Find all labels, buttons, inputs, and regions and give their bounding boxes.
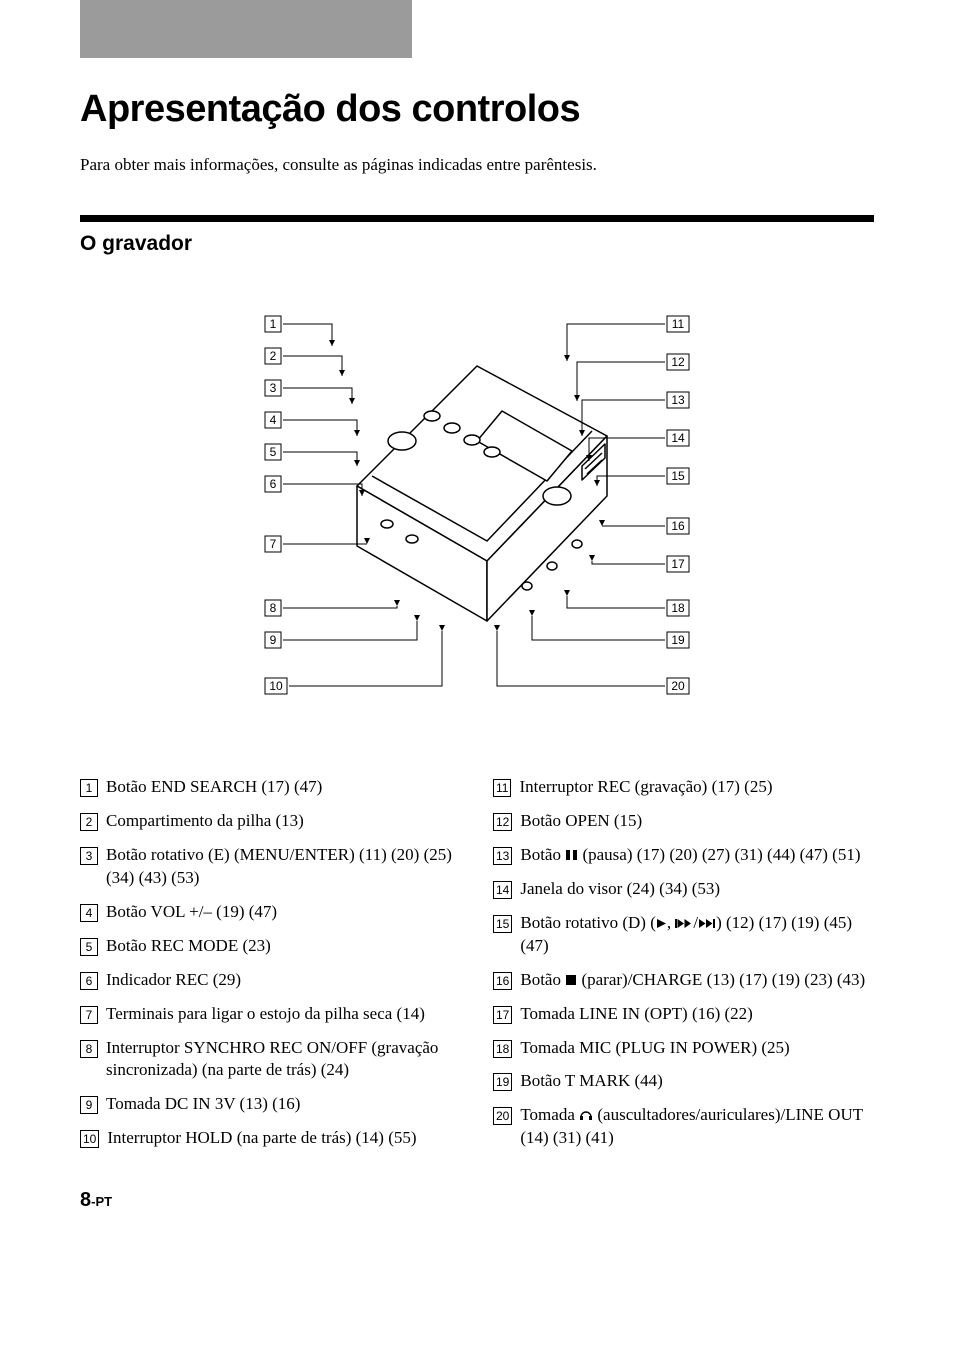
svg-text:19: 19 <box>671 633 685 647</box>
svg-text:16: 16 <box>671 519 685 533</box>
legend-item: 17 Tomada LINE IN (OPT) (16) (22) <box>493 1003 874 1026</box>
legend-text: Tomada MIC (PLUG IN POWER) (25) <box>520 1037 874 1060</box>
callout-number-box: 7 <box>80 1006 98 1024</box>
page-number-value: 8 <box>80 1189 91 1211</box>
legend-item: 18 Tomada MIC (PLUG IN POWER) (25) <box>493 1037 874 1060</box>
callout-number-box: 2 <box>80 813 98 831</box>
callout-number-box: 20 <box>493 1107 512 1125</box>
callout-number-box: 15 <box>493 915 512 933</box>
page-number: 8-PT <box>80 1189 874 1212</box>
svg-text:11: 11 <box>672 317 685 331</box>
svg-text:20: 20 <box>671 679 685 693</box>
legend-text: Botão rotativo (E) (MENU/ENTER) (11) (20… <box>106 844 461 890</box>
svg-text:10: 10 <box>269 679 283 693</box>
legend-item: 7 Terminais para ligar o estojo da pilha … <box>80 1003 461 1026</box>
legend-text: Terminais para ligar o estojo da pilha s… <box>106 1003 461 1026</box>
legend-item: 2 Compartimento da pilha (13) <box>80 810 461 833</box>
svg-text:8: 8 <box>270 601 277 615</box>
legend-item: 16 Botão (parar)/CHARGE (13) (17) (19) (2… <box>493 969 874 992</box>
callout-number-box: 5 <box>80 938 98 956</box>
callout-number-box: 17 <box>493 1006 512 1024</box>
legend-text: Botão T MARK (44) <box>520 1070 874 1093</box>
legend-item: 8 Interruptor SYNCHRO REC ON/OFF (gravaçã… <box>80 1037 461 1083</box>
callout-number-box: 11 <box>493 779 511 797</box>
legend-item: 12 Botão OPEN (15) <box>493 810 874 833</box>
svg-text:7: 7 <box>270 537 277 551</box>
legend-text: Botão (pausa) (17) (20) (27) (31) (44) (… <box>520 844 874 867</box>
legend-text: Botão REC MODE (23) <box>106 935 461 958</box>
legend-text: Botão VOL +/– (19) (47) <box>106 901 461 924</box>
legend-item: 9 Tomada DC IN 3V (13) (16) <box>80 1093 461 1116</box>
legend-columns: 1 Botão END SEARCH (17) (47) 2 Compartiment… <box>80 776 874 1161</box>
legend-col-right: 11 Interruptor REC (gravação) (17) (25) 12… <box>493 776 874 1161</box>
legend-text: Interruptor REC (gravação) (17) (25) <box>519 776 874 799</box>
legend-item: 15 Botão rotativo (D) (, /) (12) (17) (19… <box>493 912 874 958</box>
svg-text:1: 1 <box>270 317 277 331</box>
svg-text:5: 5 <box>270 445 277 459</box>
legend-item: 19 Botão T MARK (44) <box>493 1070 874 1093</box>
legend-item: 1 Botão END SEARCH (17) (47) <box>80 776 461 799</box>
svg-text:15: 15 <box>671 469 685 483</box>
callout-number-box: 6 <box>80 972 98 990</box>
intro-text: Para obter mais informações, consulte as… <box>80 155 874 175</box>
legend-text: Janela do visor (24) (34) (53) <box>520 878 874 901</box>
svg-text:6: 6 <box>270 477 277 491</box>
callout-number-box: 3 <box>80 847 98 865</box>
legend-text: Botão END SEARCH (17) (47) <box>106 776 461 799</box>
legend-text: Compartimento da pilha (13) <box>106 810 461 833</box>
svg-text:17: 17 <box>671 557 685 571</box>
legend-text: Tomada (auscultadores/auriculares)/LINE … <box>520 1104 874 1150</box>
legend-item: 11 Interruptor REC (gravação) (17) (25) <box>493 776 874 799</box>
legend-item: 10 Interruptor HOLD (na parte de trás) (1… <box>80 1127 461 1150</box>
callout-number-box: 9 <box>80 1096 98 1114</box>
legend-item: 3 Botão rotativo (E) (MENU/ENTER) (11) (2… <box>80 844 461 890</box>
callout-number-box: 13 <box>493 847 512 865</box>
callout-number-box: 16 <box>493 972 512 990</box>
section-title: O gravador <box>80 232 874 256</box>
svg-text:12: 12 <box>671 355 685 369</box>
section-rule <box>80 215 874 222</box>
callout-number-box: 18 <box>493 1040 512 1058</box>
svg-text:14: 14 <box>671 431 685 445</box>
svg-text:2: 2 <box>270 349 277 363</box>
callout-number-box: 1 <box>80 779 98 797</box>
svg-text:18: 18 <box>671 601 685 615</box>
main-title: Apresentação dos controlos <box>80 88 874 131</box>
callout-number-box: 12 <box>493 813 512 831</box>
legend-text: Botão OPEN (15) <box>520 810 874 833</box>
svg-text:4: 4 <box>270 413 277 427</box>
svg-text:9: 9 <box>270 633 277 647</box>
svg-text:3: 3 <box>270 381 277 395</box>
legend-text: Tomada DC IN 3V (13) (16) <box>106 1093 461 1116</box>
recorder-diagram: 1234567891011121314151617181920 <box>80 286 874 726</box>
header-bar <box>80 0 412 58</box>
legend-item: 5 Botão REC MODE (23) <box>80 935 461 958</box>
legend-text: Botão rotativo (D) (, /) (12) (17) (19) … <box>520 912 874 958</box>
callout-number-box: 19 <box>493 1073 512 1091</box>
legend-text: Interruptor HOLD (na parte de trás) (14)… <box>107 1127 461 1150</box>
legend-text: Interruptor SYNCHRO REC ON/OFF (gravação… <box>106 1037 461 1083</box>
legend-col-left: 1 Botão END SEARCH (17) (47) 2 Compartiment… <box>80 776 461 1161</box>
legend-item: 20 Tomada (auscultadores/auriculares)/LIN… <box>493 1104 874 1150</box>
legend-item: 6 Indicador REC (29) <box>80 969 461 992</box>
svg-text:13: 13 <box>671 393 685 407</box>
callout-number-box: 10 <box>80 1130 99 1148</box>
callout-number-box: 8 <box>80 1040 98 1058</box>
diagram-svg: 1234567891011121314151617181920 <box>217 286 737 726</box>
legend-text: Tomada LINE IN (OPT) (16) (22) <box>520 1003 874 1026</box>
callout-number-box: 4 <box>80 904 98 922</box>
page-number-suffix: -PT <box>91 1194 112 1209</box>
legend-item: 13 Botão (pausa) (17) (20) (27) (31) (44)… <box>493 844 874 867</box>
legend-text: Botão (parar)/CHARGE (13) (17) (19) (23)… <box>520 969 874 992</box>
legend-item: 4 Botão VOL +/– (19) (47) <box>80 901 461 924</box>
legend-item: 14 Janela do visor (24) (34) (53) <box>493 878 874 901</box>
legend-text: Indicador REC (29) <box>106 969 461 992</box>
callout-number-box: 14 <box>493 881 512 899</box>
page-content: Apresentação dos controlos Para obter ma… <box>0 88 954 1232</box>
